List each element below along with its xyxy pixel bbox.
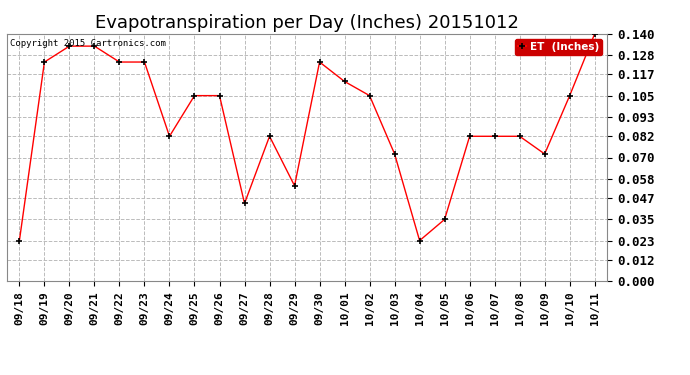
Line: ET  (Inches): ET (Inches) bbox=[16, 30, 598, 244]
ET  (Inches) bbox=[166, 134, 174, 138]
ET  (Inches) bbox=[266, 134, 274, 138]
Text: Copyright 2015 Cartronics.com: Copyright 2015 Cartronics.com bbox=[10, 39, 166, 48]
ET  (Inches) bbox=[315, 60, 324, 64]
ET  (Inches) bbox=[540, 152, 549, 156]
ET  (Inches) bbox=[90, 44, 99, 48]
ET  (Inches) bbox=[415, 238, 424, 243]
ET  (Inches) bbox=[40, 60, 48, 64]
ET  (Inches) bbox=[190, 93, 199, 98]
ET  (Inches) bbox=[440, 217, 449, 222]
Legend: ET  (Inches): ET (Inches) bbox=[515, 39, 602, 55]
ET  (Inches) bbox=[240, 201, 248, 206]
Title: Evapotranspiration per Day (Inches) 20151012: Evapotranspiration per Day (Inches) 2015… bbox=[95, 14, 519, 32]
ET  (Inches) bbox=[391, 152, 399, 156]
ET  (Inches) bbox=[466, 134, 474, 138]
ET  (Inches) bbox=[290, 183, 299, 188]
ET  (Inches) bbox=[515, 134, 524, 138]
ET  (Inches) bbox=[566, 93, 574, 98]
ET  (Inches) bbox=[491, 134, 499, 138]
ET  (Inches) bbox=[66, 44, 74, 48]
ET  (Inches) bbox=[15, 238, 23, 243]
ET  (Inches) bbox=[591, 32, 599, 36]
ET  (Inches) bbox=[340, 79, 348, 84]
ET  (Inches) bbox=[215, 93, 224, 98]
ET  (Inches) bbox=[140, 60, 148, 64]
ET  (Inches) bbox=[115, 60, 124, 64]
ET  (Inches) bbox=[366, 93, 374, 98]
